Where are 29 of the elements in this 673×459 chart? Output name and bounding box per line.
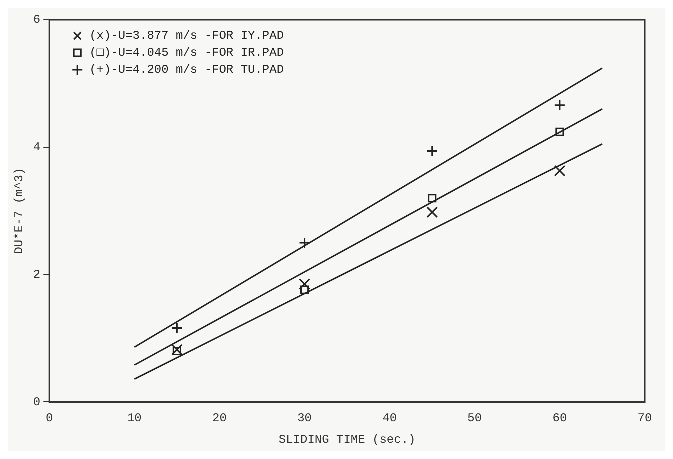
- point: [554, 165, 566, 177]
- x-tick-label: 40: [382, 412, 398, 426]
- point: [172, 346, 182, 356]
- point: [428, 194, 437, 203]
- y-tick-label: 6: [33, 13, 41, 28]
- x-tick-label: 70: [638, 412, 652, 426]
- point: [171, 322, 183, 334]
- point: [426, 206, 438, 218]
- x-tick-label: 50: [468, 412, 482, 426]
- x-tick-label: 30: [298, 412, 312, 426]
- x-axis-title: SLIDING TIME (sec.): [278, 432, 416, 447]
- y-axis-title: DU*E-7 (m^3): [12, 168, 26, 254]
- point: [300, 286, 310, 294]
- point: [426, 145, 438, 157]
- point: [299, 278, 310, 290]
- x-tick-label: 0: [46, 412, 54, 426]
- point: [556, 128, 564, 136]
- point: [299, 237, 311, 249]
- point: [554, 100, 566, 112]
- point: [171, 344, 183, 356]
- x-tick-label: 20: [212, 412, 227, 426]
- legend-label: (□)-U=4.045 m/s -FOR IR.PAD: [90, 46, 284, 60]
- y-tick-label: 2: [33, 268, 41, 282]
- legend-label: (+)-U=4.200 m/s -FOR TU.PAD: [90, 63, 284, 78]
- y-tick-label: 4: [33, 140, 41, 155]
- x-tick-label: 10: [127, 412, 142, 426]
- legend-label: (x)-U=3.877 m/s -FOR IY.PAD: [90, 29, 284, 44]
- y-tick-label: 0: [33, 395, 41, 410]
- x-tick-label: 60: [552, 412, 568, 426]
